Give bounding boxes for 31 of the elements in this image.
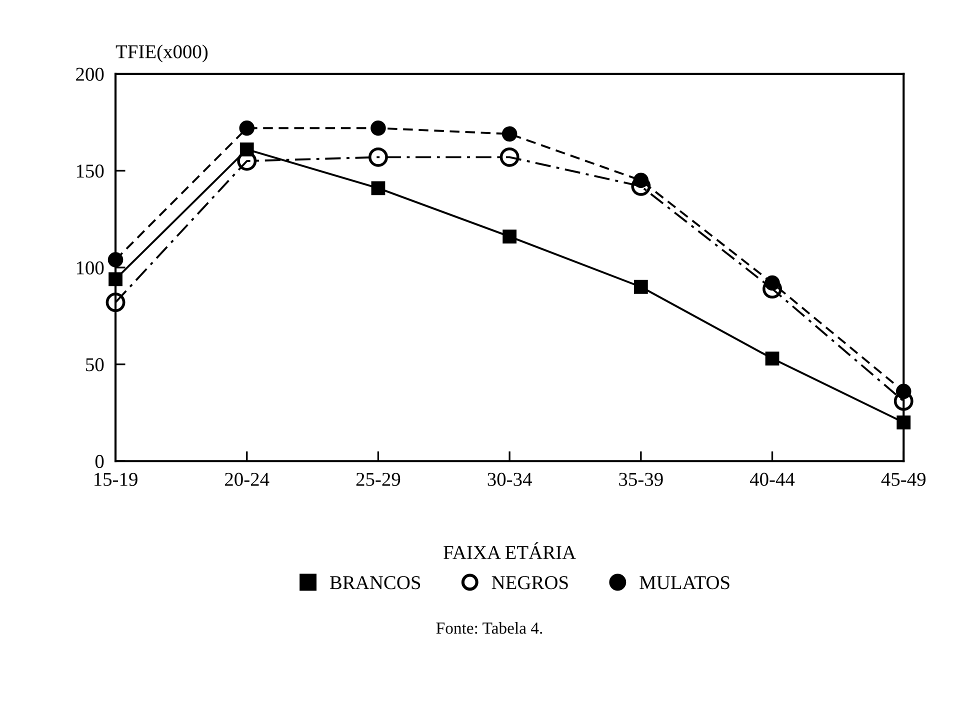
x-tick-label: 45-49	[881, 472, 926, 486]
legend-label: BRANCOS	[330, 576, 420, 590]
point	[502, 230, 517, 244]
x-tick-label: 25-29	[356, 472, 400, 486]
x-axis-title: FAIXA ETÁRIA	[444, 542, 576, 559]
y-tick-label: 0	[95, 454, 104, 468]
y-tick-label: 100	[76, 261, 104, 274]
point	[370, 120, 386, 136]
point	[500, 147, 520, 167]
point	[896, 415, 911, 430]
point	[108, 252, 124, 268]
point	[502, 126, 518, 142]
point	[108, 272, 122, 286]
x-tick-label: 30-34	[488, 472, 532, 486]
source-note: Fonte: Tabela 4.	[436, 622, 542, 634]
point	[371, 181, 386, 196]
y-tick-label: 150	[76, 164, 104, 178]
y-tick-label: 50	[86, 358, 104, 372]
x-tick-label: 20-24	[225, 472, 270, 486]
point	[368, 147, 388, 167]
y-tick-label: 200	[76, 68, 104, 81]
y-axis-title: TFIE(x000)	[116, 44, 208, 62]
point	[634, 280, 648, 294]
legend-label: NEGROS	[492, 576, 568, 590]
x-tick-label: 35-39	[619, 472, 663, 486]
x-tick-label: 15-19	[94, 472, 138, 486]
point	[765, 352, 780, 366]
point	[239, 120, 255, 136]
x-tick-label: 40-44	[750, 472, 795, 486]
point	[106, 292, 126, 312]
legend-label: MULATOS	[640, 576, 730, 590]
